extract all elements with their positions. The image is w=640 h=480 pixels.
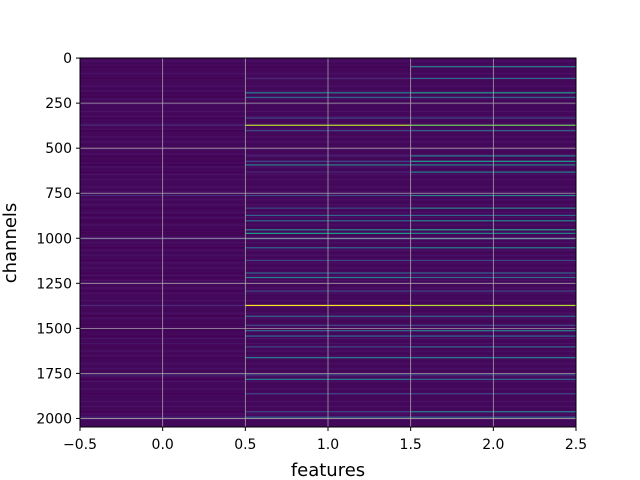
y-tick-label: 1500	[36, 321, 72, 337]
x-tick-label: −0.5	[63, 437, 97, 453]
y-tick-label: 750	[45, 186, 72, 202]
y-tick-label: 2000	[36, 411, 72, 427]
y-tick-label: 1000	[36, 231, 72, 247]
y-axis-label: channels	[0, 203, 21, 284]
x-tick-label: 2.0	[482, 437, 504, 453]
x-tick-label: 1.5	[400, 437, 422, 453]
x-tick-label: 0.0	[152, 437, 174, 453]
grid-lines	[79, 57, 577, 427]
y-tick-label: 1250	[36, 276, 72, 292]
x-axis: −0.5 0.0 0.5 1.0 1.5 2.0 2.5	[63, 427, 587, 453]
y-tick-label: 0	[63, 51, 72, 67]
x-tick-label: 0.5	[234, 437, 256, 453]
y-axis: 0 250 500 750 1000 1250 1500 1750 2000	[36, 51, 80, 427]
x-axis-label: features	[291, 460, 365, 480]
x-tick-label: 1.0	[317, 437, 339, 453]
x-tick-label: 2.5	[565, 437, 587, 453]
y-tick-label: 500	[45, 141, 72, 157]
y-tick-label: 250	[45, 96, 72, 112]
y-tick-label: 1750	[36, 366, 72, 382]
